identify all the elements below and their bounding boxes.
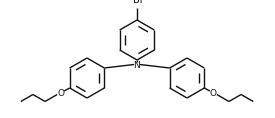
Text: Br: Br [133, 0, 143, 5]
Text: O: O [57, 88, 64, 97]
Text: O: O [210, 88, 217, 97]
Text: N: N [134, 61, 140, 70]
